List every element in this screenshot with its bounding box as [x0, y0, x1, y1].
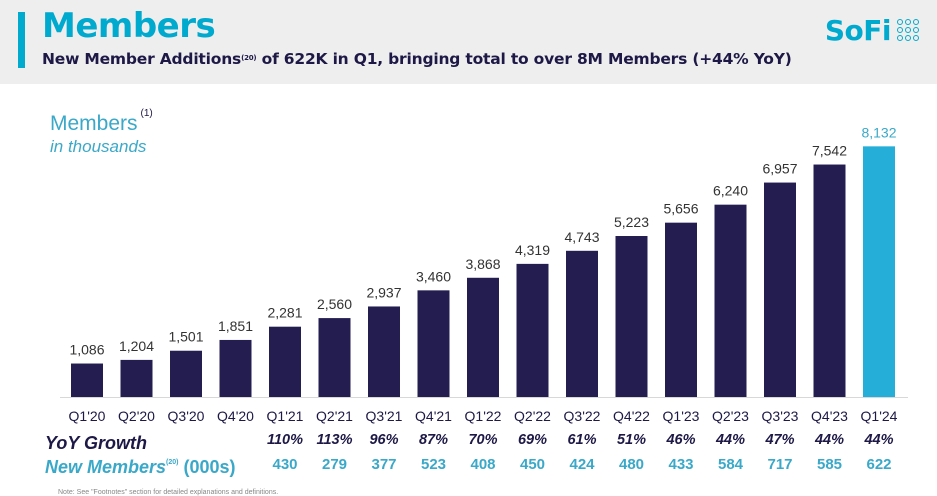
subtitle-pre: New Member Additions [42, 50, 242, 68]
new-members-footnote-ref: (20) [166, 459, 179, 466]
bar [863, 146, 895, 397]
new-members-units: (000s) [178, 457, 236, 477]
bar [566, 250, 598, 397]
bar [665, 222, 697, 397]
bar-value-label: 6,957 [762, 161, 797, 177]
yoy-growth-value: 47% [764, 432, 794, 448]
yoy-growth-value: 51% [617, 432, 646, 448]
x-tick-label: Q3'21 [366, 408, 403, 424]
new-members-value: 717 [767, 456, 792, 473]
subtitle-post: of 622K in Q1, bringing total to over 8M… [256, 50, 792, 68]
bar-value-label: 1,086 [69, 342, 104, 358]
bar [170, 350, 202, 397]
x-tick-label: Q1'21 [267, 408, 304, 424]
x-tick-label: Q4'20 [217, 408, 254, 424]
bar-value-label: 1,501 [168, 329, 203, 345]
bar-value-label: 2,937 [366, 284, 401, 300]
bar-value-label: 5,656 [663, 201, 698, 217]
bar-value-label: 8,132 [861, 124, 896, 140]
bar [417, 290, 450, 397]
new-members-value: 430 [272, 456, 297, 473]
x-tick-label: Q1'24 [861, 408, 898, 424]
footnote: Note: See "Footnotes" section for detail… [58, 489, 279, 496]
yoy-growth-value: 110% [267, 432, 303, 448]
new-members-value: 408 [470, 456, 495, 473]
legend-label-text: Members [50, 112, 138, 135]
x-tick-label: Q2'23 [712, 408, 749, 424]
bar [714, 204, 747, 397]
yoy-growth-value: 61% [567, 432, 596, 448]
page-title: Members [42, 6, 216, 46]
bar-value-label: 2,281 [267, 305, 302, 321]
bar [368, 306, 400, 397]
yoy-growth-value: 113% [316, 432, 352, 448]
x-tick-label: Q1'23 [663, 408, 700, 424]
new-members-value: 424 [569, 456, 595, 473]
yoy-growth-value: 87% [419, 432, 448, 448]
bar-value-label: 4,743 [564, 229, 599, 245]
bar [813, 164, 846, 397]
bar [71, 363, 103, 397]
bar-value-label: 2,560 [317, 296, 352, 312]
sofi-logo: SoFi [825, 12, 919, 48]
new-members-value: 480 [619, 456, 644, 473]
sofi-dots-icon [897, 19, 919, 41]
bar-value-label: 4,319 [515, 242, 550, 258]
bar [516, 263, 549, 397]
yoy-growth-value: 44% [863, 432, 893, 448]
subtitle-footnote-ref: (20) [241, 54, 257, 62]
accent-bar [18, 12, 25, 68]
new-members-value: 433 [668, 456, 693, 473]
yoy-growth-value: 69% [518, 432, 547, 448]
bar-value-label: 3,868 [465, 256, 500, 272]
bar-value-label: 1,851 [218, 318, 253, 334]
new-members-value: 584 [718, 456, 744, 473]
chart-units-label: in thousands [50, 137, 147, 156]
x-tick-label: Q1'22 [465, 408, 502, 424]
bar [318, 318, 351, 397]
x-tick-label: Q3'20 [168, 408, 205, 424]
x-tick-label: Q2'21 [316, 408, 353, 424]
yoy-growth-value: 70% [468, 432, 497, 448]
chart-legend-label: Members (1) [50, 108, 153, 136]
new-members-value: 523 [421, 456, 446, 473]
bar-value-label: 7,542 [812, 143, 847, 159]
bar [120, 359, 153, 397]
x-tick-label: Q4'21 [415, 408, 452, 424]
yoy-growth-value: 44% [715, 432, 745, 448]
new-members-value: 377 [371, 456, 396, 473]
bar-value-label: 5,223 [614, 214, 649, 230]
yoy-growth-value: 96% [369, 432, 398, 448]
new-members-value: 585 [817, 456, 842, 473]
yoy-growth-value: 46% [665, 432, 695, 448]
bar [764, 182, 796, 397]
legend-footnote-ref: (1) [140, 108, 153, 119]
new-members-label-text: New Members [45, 457, 167, 477]
bar-value-label: 6,240 [713, 183, 748, 199]
header: Members New Member Additions(20) of 622K… [0, 0, 937, 84]
bar [615, 236, 648, 397]
logo-text: SoFi [824, 13, 892, 47]
new-members-row-label: New Members(20) (000s) [45, 457, 236, 478]
bar-value-label: 3,460 [416, 268, 451, 284]
yoy-growth-row-label: YoY Growth [45, 433, 148, 453]
bar-value-label: 1,204 [119, 338, 154, 354]
bar [269, 326, 301, 397]
new-members-value: 279 [322, 456, 347, 473]
x-tick-label: Q3'23 [762, 408, 799, 424]
x-tick-label: Q4'23 [811, 408, 848, 424]
x-tick-label: Q4'22 [613, 408, 650, 424]
page-subtitle: New Member Additions(20) of 622K in Q1, … [42, 48, 792, 70]
new-members-value: 622 [866, 456, 891, 473]
bar [219, 339, 252, 397]
x-tick-label: Q2'22 [514, 408, 551, 424]
x-tick-label: Q2'20 [118, 408, 155, 424]
bar [467, 277, 499, 397]
x-tick-label: Q1'20 [69, 408, 106, 424]
x-tick-label: Q3'22 [564, 408, 601, 424]
new-members-value: 450 [520, 456, 545, 473]
yoy-growth-value: 44% [814, 432, 844, 448]
